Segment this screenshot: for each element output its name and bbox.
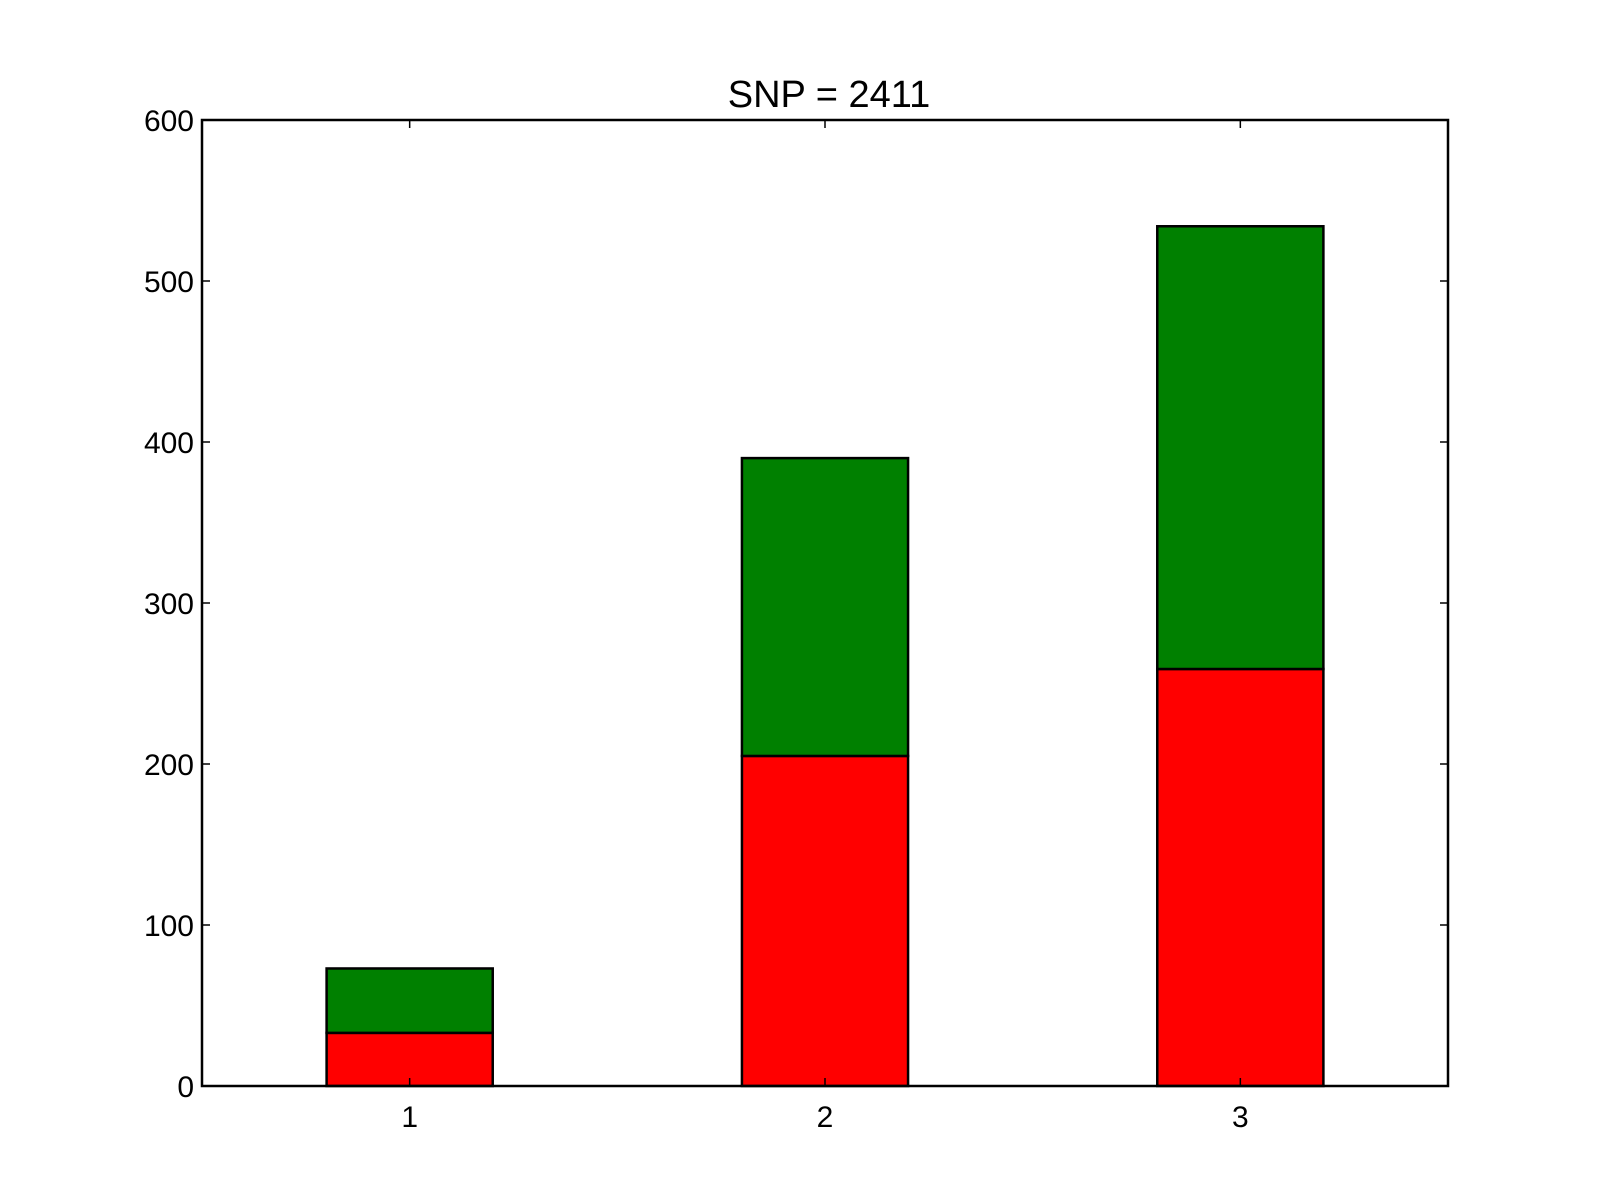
bar-segment-series-2-category-1	[325, 967, 494, 1035]
x-tick-label: 1	[401, 1101, 418, 1134]
y-tick-label: 600	[144, 105, 194, 138]
axes-layer	[200, 118, 1450, 1088]
chart-title: SNP = 2411	[728, 74, 930, 116]
y-tick-label: 200	[144, 749, 194, 782]
y-tick-label: 0	[177, 1071, 194, 1104]
bar-segment-series-1-category-3	[1156, 667, 1325, 1088]
bar-segment-series-2-category-2	[740, 456, 910, 758]
y-tick-label: 300	[144, 588, 194, 621]
x-tick-label: 2	[817, 1101, 834, 1134]
y-tick-label: 100	[144, 910, 194, 943]
bars-layer	[325, 225, 1325, 1088]
x-tick-label: 3	[1232, 1101, 1249, 1134]
tick-labels-layer: 0 100 200 300 400 500 600 1 2 3	[144, 105, 1249, 1134]
y-tick-label: 500	[144, 266, 194, 299]
bar-segment-series-1-category-2	[740, 754, 910, 1088]
y-tick-label: 400	[144, 427, 194, 460]
bar-segment-series-2-category-3	[1156, 225, 1325, 671]
bar-segment-series-1-category-1	[325, 1031, 494, 1088]
